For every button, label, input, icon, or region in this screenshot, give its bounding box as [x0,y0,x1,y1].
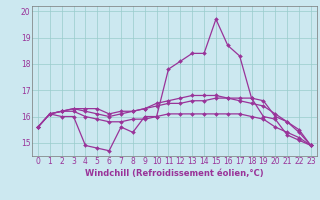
X-axis label: Windchill (Refroidissement éolien,°C): Windchill (Refroidissement éolien,°C) [85,169,264,178]
